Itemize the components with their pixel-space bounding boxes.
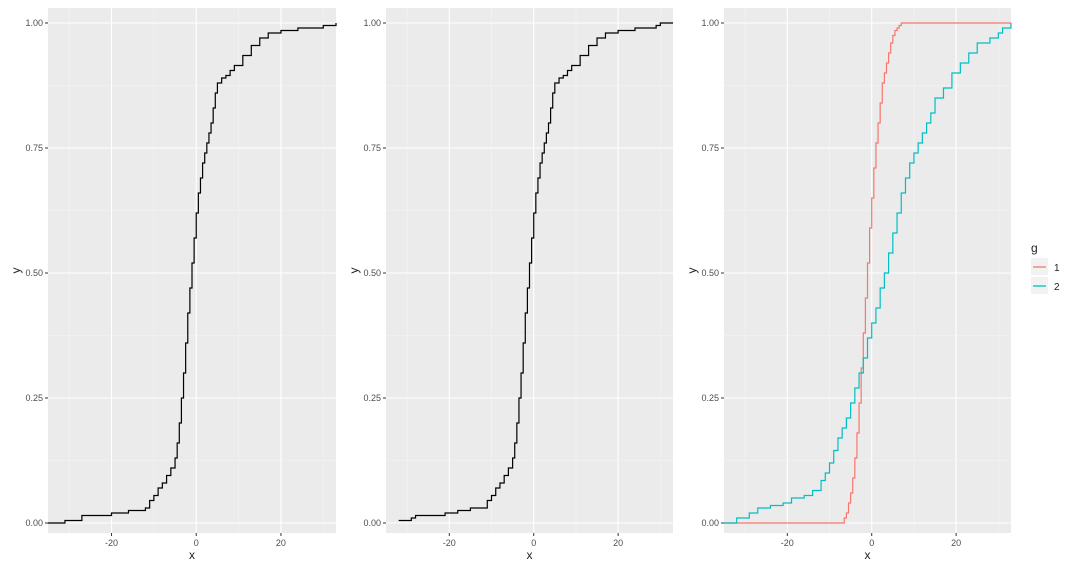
x-axis-label: x bbox=[527, 548, 533, 562]
x-tick-label: 0 bbox=[531, 538, 536, 548]
y-tick-label: 0.75 bbox=[363, 143, 381, 153]
x-tick-label: -20 bbox=[443, 538, 456, 548]
y-tick-label: 0.50 bbox=[701, 268, 719, 278]
y-tick-label: 0.00 bbox=[363, 518, 381, 528]
ecdf-line-series-1 bbox=[398, 22, 673, 522]
y-axis-label: y bbox=[347, 268, 361, 274]
legend: g 1 2 bbox=[1031, 241, 1060, 294]
legend-title: g bbox=[1031, 241, 1038, 255]
y-tick-label: 0.00 bbox=[701, 518, 719, 528]
x-tick-label: -20 bbox=[781, 538, 794, 548]
plot-panel-1: -20 0 20 0.00 0.25 0.50 0.75 1.00 x y bbox=[9, 8, 337, 562]
ecdf-line-series-1 bbox=[48, 23, 337, 524]
x-axis-label: x bbox=[189, 548, 195, 562]
y-tick-label: 0.25 bbox=[25, 393, 43, 403]
y-tick-label: 1.00 bbox=[701, 18, 719, 28]
x-tick-label: 0 bbox=[869, 538, 874, 548]
y-tick-label: 0.50 bbox=[363, 268, 381, 278]
gridlines bbox=[386, 8, 673, 533]
y-tick-label: 1.00 bbox=[25, 18, 43, 28]
y-axis-label: y bbox=[685, 268, 699, 274]
x-tick-label: -20 bbox=[105, 538, 118, 548]
legend-label: 2 bbox=[1054, 282, 1060, 293]
legend-label: 1 bbox=[1054, 263, 1060, 274]
plot-panel-3: -20 0 20 0.00 0.25 0.50 0.75 1.00 x y bbox=[685, 8, 1012, 562]
y-tick-label: 0.75 bbox=[25, 143, 43, 153]
x-tick-label: 0 bbox=[194, 538, 199, 548]
plot-panel-2: -20 0 20 0.00 0.25 0.50 0.75 1.00 x y bbox=[347, 8, 673, 562]
y-tick-label: 0.25 bbox=[363, 393, 381, 403]
y-tick-label: 0.25 bbox=[701, 393, 719, 403]
y-axis-label: y bbox=[9, 268, 23, 274]
x-tick-label: 20 bbox=[951, 538, 961, 548]
y-tick-label: 0.00 bbox=[25, 518, 43, 528]
x-tick-label: 20 bbox=[613, 538, 623, 548]
ecdf-line-group-1 bbox=[724, 22, 1011, 524]
x-axis-label: x bbox=[865, 548, 871, 562]
y-tick-label: 0.75 bbox=[701, 143, 719, 153]
x-tick-label: 20 bbox=[276, 538, 286, 548]
y-tick-label: 1.00 bbox=[363, 18, 381, 28]
ecdf-line-group-2 bbox=[724, 23, 1012, 524]
y-tick-label: 0.50 bbox=[25, 268, 43, 278]
